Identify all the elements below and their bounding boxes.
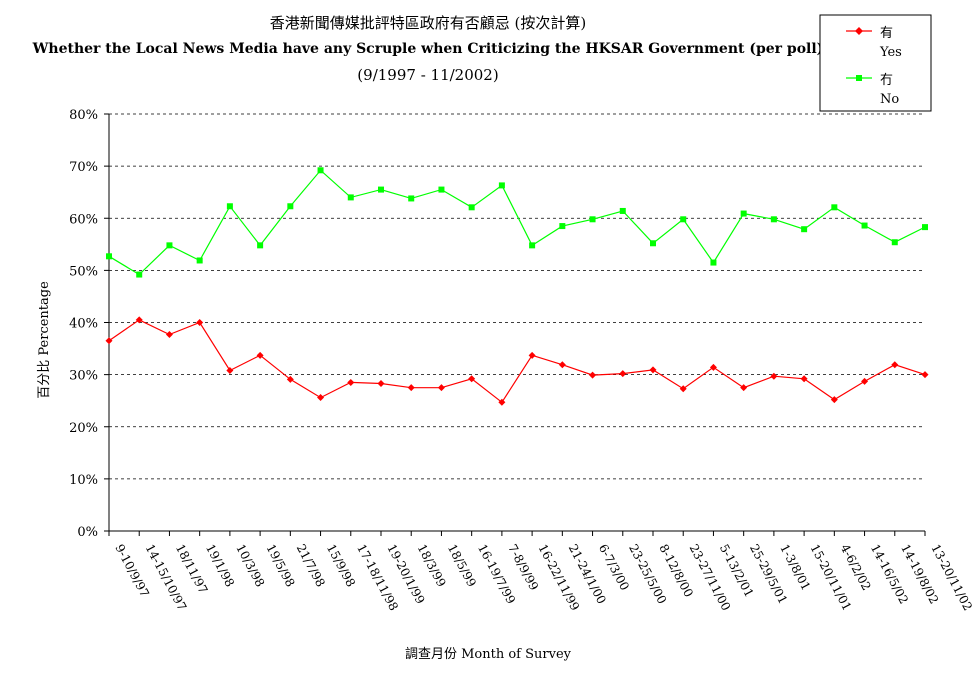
- data-point-yes: [105, 337, 113, 345]
- data-point-no: [740, 210, 747, 217]
- data-point-no: [347, 194, 354, 201]
- chart-title: 香港新聞傳媒批評特區政府有否顧忌 (按次計算): [270, 14, 586, 32]
- data-point-no: [408, 195, 415, 202]
- data-point-yes: [558, 361, 566, 369]
- gridlines: [109, 113, 925, 480]
- data-point-yes: [196, 319, 204, 326]
- chart-subtitle: Whether the Local News Media have any Sc…: [32, 41, 824, 57]
- data-point-yes: [317, 394, 325, 402]
- data-point-no: [196, 257, 203, 264]
- series-layer: [105, 167, 929, 406]
- series-line-no: [108, 169, 926, 276]
- legend-no-marker: [856, 75, 862, 81]
- data-point-no: [891, 239, 898, 246]
- data-point-yes: [286, 375, 294, 383]
- legend-no-label-en: No: [880, 92, 899, 107]
- data-point-yes: [468, 375, 476, 383]
- y-tick-label: 70%: [69, 160, 98, 175]
- data-point-no: [287, 203, 294, 210]
- data-point-yes: [891, 361, 899, 369]
- data-point-yes: [800, 375, 808, 383]
- x-tick-label: 18/3/99: [415, 542, 449, 589]
- legend-entry-yes: 有 Yes: [846, 26, 902, 60]
- data-point-yes: [921, 371, 929, 379]
- data-point-yes: [498, 398, 506, 406]
- data-point-yes: [830, 396, 838, 404]
- data-point-yes: [589, 371, 597, 379]
- x-tick-label: 10/3/98: [233, 542, 267, 589]
- y-tick-label: 0%: [77, 525, 98, 540]
- legend-entry-no: 冇 No: [846, 73, 899, 107]
- y-tick-label: 80%: [69, 108, 98, 123]
- x-tick-label: 18/5/99: [445, 542, 479, 589]
- data-point-no: [710, 259, 717, 266]
- data-point-yes: [861, 377, 869, 385]
- axes: [108, 114, 925, 532]
- data-point-yes: [679, 385, 687, 393]
- data-point-no: [861, 222, 868, 229]
- data-point-no: [317, 167, 324, 174]
- data-point-no: [559, 223, 566, 230]
- data-point-no: [438, 186, 445, 193]
- data-point-yes: [135, 316, 143, 324]
- data-point-yes: [407, 384, 415, 392]
- data-point-no: [589, 216, 596, 223]
- x-tick-label: 21/7/98: [294, 542, 328, 589]
- data-point-no: [770, 216, 777, 223]
- data-point-yes: [226, 366, 234, 374]
- data-point-no: [106, 253, 112, 260]
- data-point-no: [922, 224, 928, 231]
- data-point-no: [498, 182, 505, 189]
- data-point-yes: [256, 351, 264, 359]
- y-tick-label: 50%: [69, 264, 98, 279]
- data-point-yes: [740, 384, 748, 392]
- y-tick-label: 60%: [69, 212, 98, 227]
- x-axis-ticks: 9-10/9/9714-15/10/9718/11/9719/1/9810/3/…: [108, 531, 974, 613]
- data-point-yes: [528, 351, 536, 359]
- data-point-yes: [165, 330, 173, 338]
- y-tick-label: 10%: [69, 473, 98, 488]
- data-point-yes: [377, 379, 385, 387]
- data-point-no: [619, 207, 626, 214]
- data-point-yes: [347, 378, 355, 386]
- legend: 有 Yes 冇 No: [819, 14, 932, 112]
- legend-yes-marker: [855, 27, 863, 35]
- x-tick-label: 15/9/98: [324, 542, 358, 589]
- data-point-no: [226, 203, 233, 210]
- data-point-no: [468, 204, 475, 211]
- data-point-no: [680, 216, 687, 223]
- data-point-yes: [770, 372, 778, 380]
- data-point-no: [529, 242, 536, 249]
- x-tick-label: 19/5/98: [263, 542, 297, 589]
- y-axis-label: 百分比 Percentage: [37, 281, 52, 399]
- data-point-no: [650, 240, 656, 247]
- data-point-no: [166, 242, 173, 249]
- y-tick-label: 20%: [69, 421, 98, 436]
- data-point-no: [378, 186, 384, 193]
- y-axis-ticks: 0% 10% 20% 30% 40% 50% 60% 70% 80%: [69, 108, 109, 540]
- data-point-yes: [709, 363, 717, 371]
- data-point-no: [136, 271, 143, 278]
- series-line-yes: [108, 319, 926, 404]
- data-point-yes: [619, 370, 627, 378]
- chart-period: (9/1997 - 11/2002): [357, 66, 498, 84]
- y-tick-label: 30%: [69, 369, 98, 384]
- data-point-no: [831, 204, 838, 211]
- x-tick-label: 19/1/98: [203, 542, 237, 589]
- data-point-yes: [437, 384, 445, 392]
- legend-box: [819, 14, 932, 112]
- legend-no-label-zh: 冇: [880, 73, 893, 88]
- x-axis-label: 調查月份 Month of Survey: [405, 647, 572, 662]
- data-point-no: [801, 226, 808, 233]
- y-tick-label: 40%: [69, 317, 98, 332]
- legend-yes-label-en: Yes: [879, 45, 902, 60]
- data-point-no: [257, 242, 264, 249]
- legend-yes-label-zh: 有: [880, 26, 893, 41]
- data-point-yes: [649, 366, 657, 374]
